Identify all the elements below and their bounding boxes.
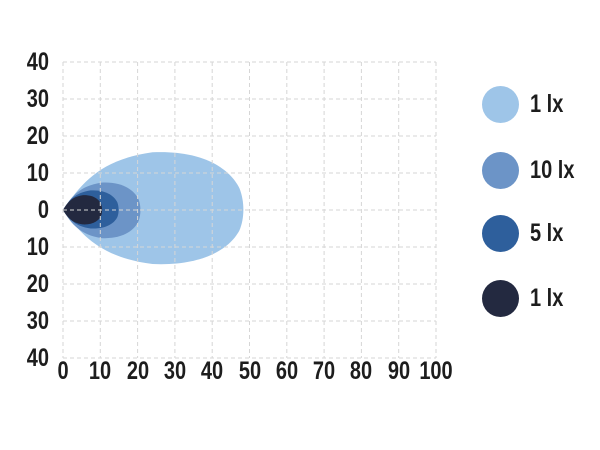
x-tick-label: 0	[57, 357, 69, 385]
grid	[62, 61, 437, 359]
y-tick-label: 0	[37, 196, 49, 224]
x-tick-label: 70	[312, 357, 336, 385]
x-tick-label: 60	[275, 357, 298, 385]
y-tick-label: 40	[26, 344, 49, 372]
y-tick-label: 20	[26, 122, 49, 150]
y-tick-label: 10	[26, 233, 49, 261]
x-tick-label: 40	[201, 357, 224, 385]
y-tick-label: 10	[26, 159, 49, 187]
y-tick-label: 20	[26, 270, 49, 298]
y-tick-label: 30	[26, 85, 49, 113]
x-tick-label: 80	[350, 357, 373, 385]
y-tick-label: 40	[26, 48, 49, 76]
isolux-contours	[63, 152, 244, 265]
x-tick-label: 100	[419, 357, 453, 385]
isolux-region-4	[63, 195, 103, 225]
y-tick-label: 30	[26, 307, 49, 335]
x-tick-label: 30	[163, 357, 187, 385]
x-tick-label: 90	[387, 357, 410, 385]
x-tick-label: 50	[238, 357, 261, 385]
x-tick-label: 20	[126, 357, 149, 385]
x-tick-label: 10	[89, 357, 112, 385]
